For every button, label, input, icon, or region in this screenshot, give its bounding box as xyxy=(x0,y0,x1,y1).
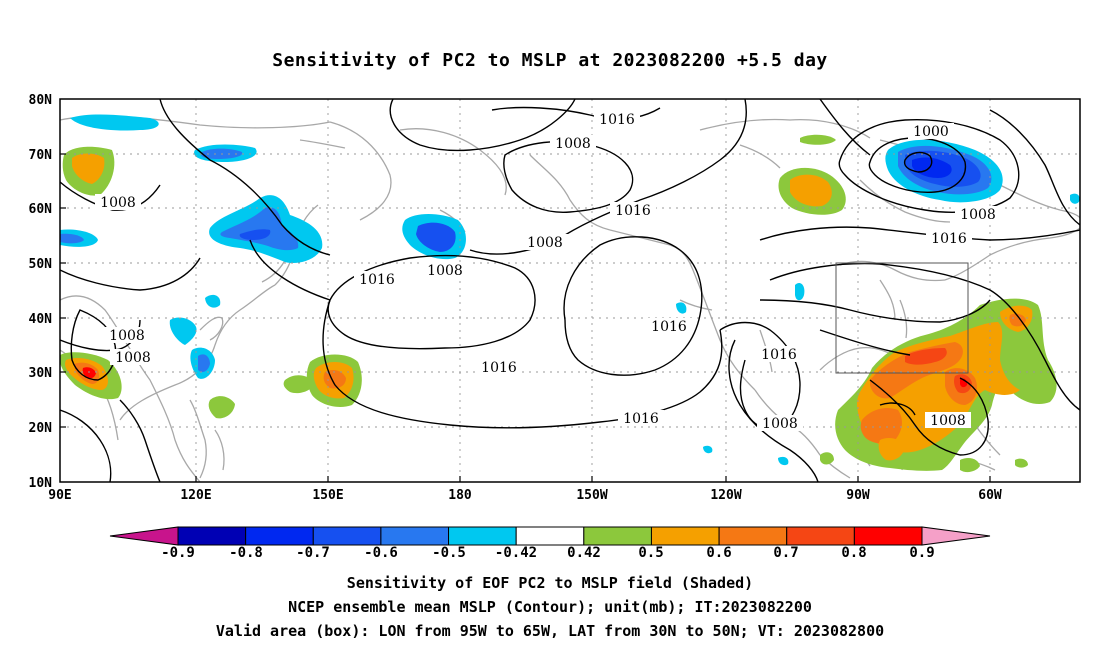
lon-label: 90E xyxy=(48,488,71,503)
lon-label: 180 xyxy=(448,488,472,503)
lat-label: 40N xyxy=(29,312,53,327)
contour-label: 1016 xyxy=(931,231,967,247)
chart-title: Sensitivity of PC2 to MSLP at 2023082200… xyxy=(272,50,828,71)
lat-label: 30N xyxy=(29,366,53,381)
colorbar-segment xyxy=(583,526,652,546)
colorbar-label: -0.8 xyxy=(229,545,263,561)
lon-label: 120E xyxy=(180,488,211,503)
tick-marks xyxy=(60,153,991,482)
map-frame xyxy=(59,98,1081,483)
colorbar-low-end-triangle xyxy=(109,526,179,546)
contour-label: 1008 xyxy=(100,195,136,211)
contour-label: 1008 xyxy=(115,350,151,366)
sensitivity-shading xyxy=(60,114,1080,473)
contour-label: 1016 xyxy=(761,347,797,363)
gridlines xyxy=(60,99,1080,482)
colorbar-high-end-triangle xyxy=(921,526,991,546)
colorbar-label: -0.5 xyxy=(432,545,466,561)
contour-label: 1008 xyxy=(527,235,563,251)
colorbar-label: -0.9 xyxy=(161,545,195,561)
colorbar-segment xyxy=(853,526,923,546)
caption-shading: Sensitivity of EOF PC2 to MSLP field (Sh… xyxy=(346,574,754,592)
colorbar-label: 0.42 xyxy=(567,545,601,561)
colorbar-segment xyxy=(448,526,517,546)
colorbar-label: 0.9 xyxy=(909,545,934,561)
lon-label: 60W xyxy=(978,488,1002,503)
lon-label: 90W xyxy=(846,488,870,503)
colorbar-segment xyxy=(177,526,247,546)
lon-label: 120W xyxy=(710,488,741,503)
colorbar-label: 0.7 xyxy=(773,545,798,561)
contour-label: 1016 xyxy=(599,112,635,128)
contour-label: 1008 xyxy=(762,416,798,432)
lat-label: 50N xyxy=(29,257,53,272)
contour-label: 1008 xyxy=(109,328,145,344)
contour-labels: 1016 1008 1008 1000 1008 1016 1016 1008 … xyxy=(95,111,1001,432)
colorbar-segment xyxy=(312,526,382,546)
colorbar-label: -0.42 xyxy=(495,545,537,561)
caption-valid-area: Valid area (box): LON from 95W to 65W, L… xyxy=(215,622,885,640)
colorbar-segment xyxy=(718,526,788,546)
colorbar-label: 0.8 xyxy=(841,545,866,561)
contour-label: 1016 xyxy=(481,360,517,376)
longitude-labels: 90E 120E 150E 180 150W 120W 90W 60W xyxy=(48,488,1002,503)
contour-label: 1016 xyxy=(615,203,651,219)
colorbar-segment xyxy=(650,526,720,546)
contour-label: 1008 xyxy=(427,263,463,279)
colorbar-segment xyxy=(380,526,450,546)
colorbar-segment xyxy=(786,526,855,546)
contour-label: 1016 xyxy=(651,319,687,335)
contour-label: 1008 xyxy=(960,207,996,223)
colorbar-label: -0.7 xyxy=(296,545,330,561)
contour-label: 1016 xyxy=(359,272,395,288)
contour-label: 1008 xyxy=(930,413,966,429)
colorbar-segment xyxy=(245,526,314,546)
coastlines xyxy=(60,115,1080,482)
lon-label: 150E xyxy=(312,488,343,503)
colorbar-label: 0.6 xyxy=(706,545,731,561)
contour-label: 1008 xyxy=(555,136,591,152)
lat-label: 60N xyxy=(29,202,53,217)
lat-label: 80N xyxy=(29,93,53,108)
lat-label: 10N xyxy=(29,476,53,491)
caption-contour: NCEP ensemble mean MSLP (Contour); unit(… xyxy=(288,598,812,616)
contour-label: 1000 xyxy=(913,124,949,140)
lat-label: 70N xyxy=(29,148,53,163)
colorbar: -0.9 -0.8 -0.7 -0.6 -0.5 -0.42 0.42 0.5 … xyxy=(109,526,991,561)
colorbar-label: -0.6 xyxy=(364,545,398,561)
colorbar-label: 0.5 xyxy=(638,545,663,561)
lon-label: 150W xyxy=(576,488,607,503)
latitude-labels: 80N 70N 60N 50N 40N 30N 20N 10N xyxy=(29,93,53,491)
contour-label: 1016 xyxy=(623,411,659,427)
lat-label: 20N xyxy=(29,421,53,436)
valid-area-box xyxy=(835,262,969,374)
colorbar-segment xyxy=(515,526,585,546)
